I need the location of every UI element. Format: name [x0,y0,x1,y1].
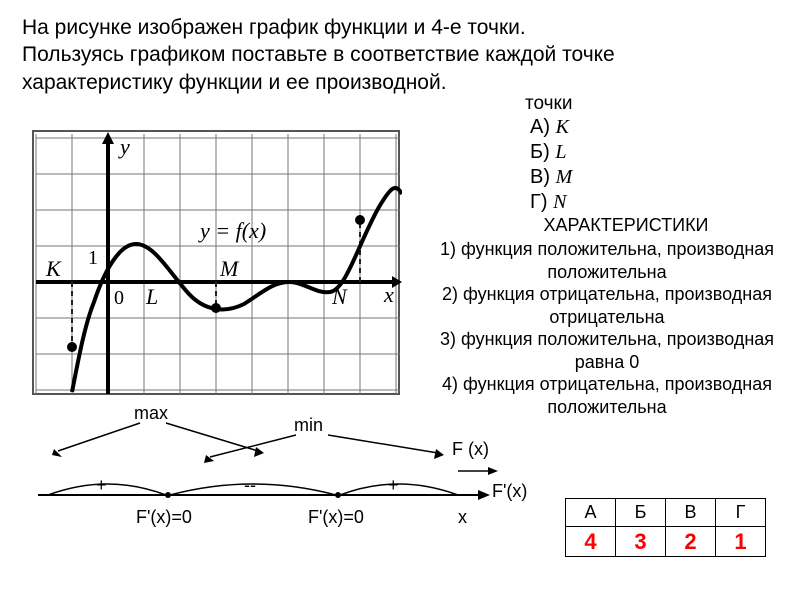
task-line1: На рисунке изображен график функции и 4-… [22,16,526,39]
function-graph: y x 1 0 y = f(x) K L M N [32,130,400,395]
characteristics-list: 1) функция положительна, производная пол… [428,238,786,418]
fpz2: F'(x)=0 [308,507,364,527]
task-line3: характеристику функции и ее производной. [22,71,447,94]
points-list: А) K Б) L В) M Г) N [530,115,572,215]
label-N: N [331,284,348,309]
answer-G: 1 [716,527,766,557]
func-label: y = f(x) [198,218,266,243]
header-V: В [666,499,716,527]
header-G: Г [716,499,766,527]
minus: -- [244,475,256,495]
plus1: + [96,475,107,495]
label-K: K [45,256,62,281]
zero-label: 0 [114,287,124,309]
min-label: min [294,415,323,435]
fpz1: F'(x)=0 [136,507,192,527]
answer-table: А Б В Г 4 3 2 1 [565,498,766,557]
plus2: + [388,475,399,495]
fx-label: F (x) [452,439,489,459]
one-label: 1 [88,247,98,269]
fpx-label: F'(x) [492,481,527,501]
table-row: А Б В Г [566,499,766,527]
answer-A: 4 [566,527,616,557]
task-text: На рисунке изображен график функции и 4-… [22,14,778,96]
y-label: y [118,134,130,159]
points-label: точки [525,93,572,115]
label-M: M [219,256,240,281]
answer-B: 3 [616,527,666,557]
xlabel: x [458,507,467,527]
sign-line-diagram: max min F (x) F'(x) x + -- + F'(x)=0 F'(… [38,405,528,535]
table-row: 4 3 2 1 [566,527,766,557]
label-L: L [145,284,158,309]
task-line2: Пользуясь графиком поставьте в соответст… [22,43,615,66]
x-label: x [383,282,394,307]
characteristics-title: ХАРАКТЕРИСТИКИ [486,215,766,236]
answer-V: 2 [666,527,716,557]
header-A: А [566,499,616,527]
max-label: max [134,405,168,423]
header-B: Б [616,499,666,527]
